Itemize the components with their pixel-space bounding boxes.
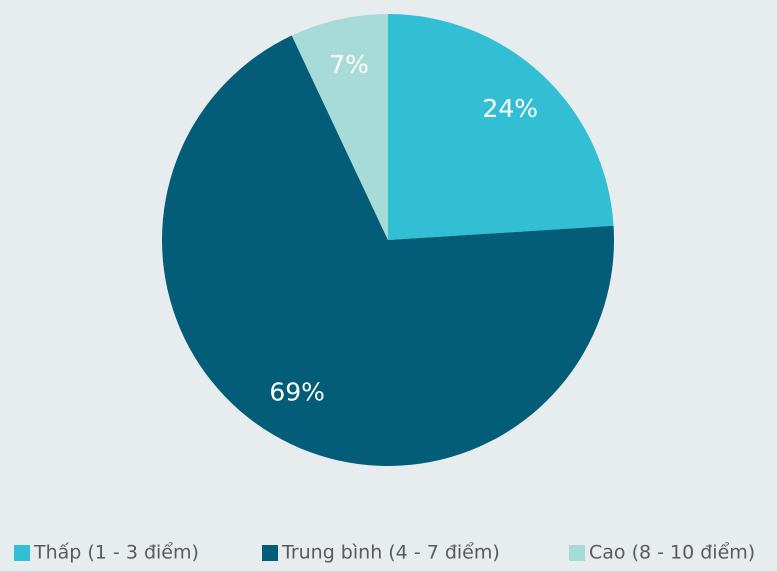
slice-label: 7% [329, 50, 369, 79]
legend-swatch [569, 545, 585, 561]
slice-label: 24% [482, 94, 538, 123]
legend-label: Trung bình (4 - 7 điểm) [281, 542, 500, 564]
pie-slice [161, 35, 614, 467]
pie-slice [388, 14, 614, 240]
legend-swatch [262, 545, 278, 561]
legend-swatch [14, 545, 30, 561]
slice-label: 69% [269, 378, 325, 407]
legend-label: Cao (8 - 10 điểm) [589, 542, 755, 564]
pie-slice [291, 13, 388, 240]
legend-label: Thấp (1 - 3 điểm) [33, 542, 199, 564]
